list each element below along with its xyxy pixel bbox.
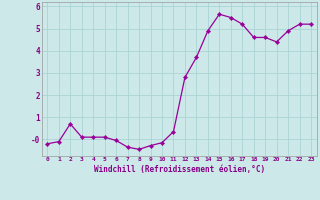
X-axis label: Windchill (Refroidissement éolien,°C): Windchill (Refroidissement éolien,°C) xyxy=(94,165,265,174)
